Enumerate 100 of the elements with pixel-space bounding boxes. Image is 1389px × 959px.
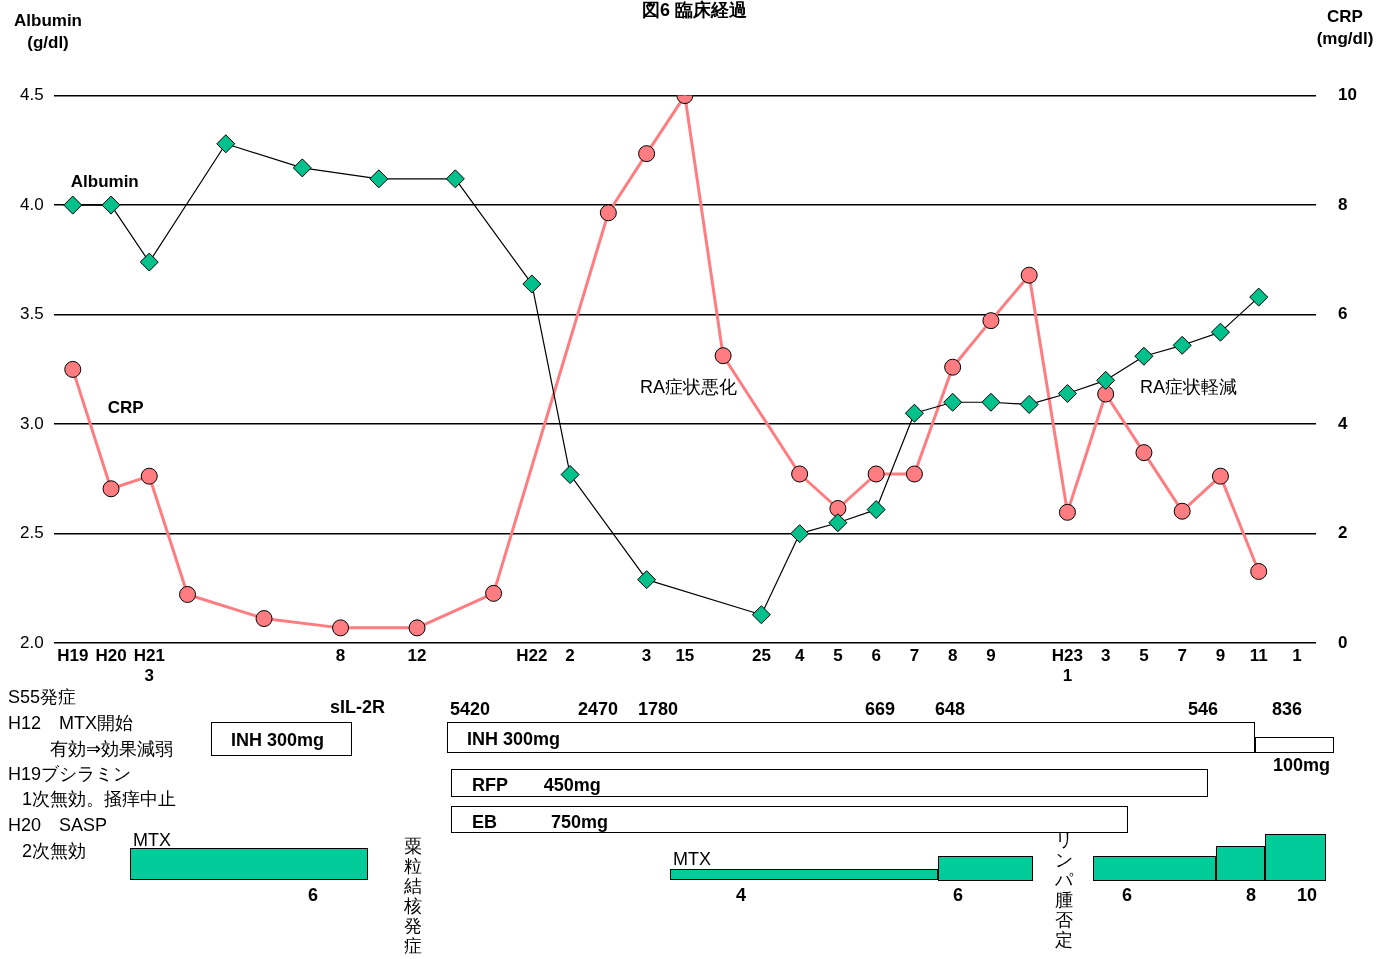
point bbox=[1250, 562, 1268, 580]
text: 6 bbox=[1122, 885, 1133, 906]
point bbox=[179, 585, 197, 603]
x-tick-label: 8 bbox=[947, 646, 958, 666]
point bbox=[369, 169, 389, 189]
x-tick-label: 1 bbox=[1292, 646, 1302, 666]
point bbox=[944, 358, 962, 376]
series-label: Albumin bbox=[70, 172, 139, 192]
point bbox=[485, 584, 503, 602]
series-label: CRP bbox=[107, 398, 144, 418]
annotation: RA症状悪化 bbox=[640, 377, 738, 398]
x-tick-label: 9 bbox=[1215, 646, 1226, 666]
point bbox=[638, 145, 656, 163]
x-tick-label: H22 bbox=[516, 646, 548, 666]
point bbox=[981, 392, 1001, 412]
x-tick-label: 9 bbox=[986, 646, 996, 666]
point bbox=[904, 403, 924, 423]
text: 4 bbox=[736, 885, 747, 906]
point bbox=[1096, 370, 1116, 390]
text: EB 750mg bbox=[472, 812, 609, 833]
point bbox=[139, 252, 159, 272]
text: 有効⇒効果減弱 bbox=[50, 739, 174, 760]
y-tick-label: 2.0 bbox=[19, 632, 44, 652]
point bbox=[982, 312, 1000, 330]
y2-tick-label: 8 bbox=[1338, 194, 1348, 214]
point bbox=[867, 465, 885, 483]
y-tick-label: 4.5 bbox=[19, 85, 44, 105]
point bbox=[599, 204, 617, 222]
text: 1780 bbox=[638, 699, 679, 720]
text: 2470 bbox=[578, 699, 619, 720]
point bbox=[790, 524, 810, 544]
text: H19ブシラミン bbox=[8, 764, 132, 785]
y2-tick-label: 10 bbox=[1338, 85, 1358, 105]
text: INH 300mg bbox=[467, 729, 561, 750]
point bbox=[1019, 394, 1039, 414]
x-tick-label: H21 3 bbox=[133, 646, 165, 686]
point bbox=[560, 465, 580, 485]
point bbox=[332, 619, 350, 637]
x-tick-label: 6 bbox=[871, 646, 881, 666]
text: 836 bbox=[1272, 699, 1303, 720]
x-tick-label: 4 bbox=[794, 646, 805, 666]
y2-tick-label: 2 bbox=[1338, 523, 1348, 543]
y-tick-label: 2.5 bbox=[19, 523, 44, 543]
point bbox=[522, 274, 542, 294]
point bbox=[1057, 383, 1077, 403]
text: 粟粒結核発症 bbox=[404, 836, 422, 956]
text: 10 bbox=[1297, 885, 1318, 906]
text: RFP 450mg bbox=[472, 775, 601, 796]
x-tick-label: 15 bbox=[675, 646, 695, 666]
point bbox=[1020, 266, 1038, 284]
y2-tick-label: 0 bbox=[1338, 632, 1348, 652]
text: 669 bbox=[865, 699, 896, 720]
text: MTX bbox=[673, 849, 711, 870]
text: 1次無効。掻痒中止 bbox=[22, 789, 177, 810]
point bbox=[1097, 385, 1115, 403]
chart-title: 図6 臨床経過 bbox=[641, 0, 748, 20]
point bbox=[64, 360, 82, 378]
x-tick-label: H19 bbox=[57, 646, 89, 666]
x-tick-label: 5 bbox=[1139, 646, 1149, 666]
x-tick-label: 7 bbox=[1177, 646, 1187, 666]
point bbox=[1058, 503, 1076, 521]
point bbox=[943, 392, 963, 412]
text: 648 bbox=[935, 699, 966, 720]
point bbox=[1134, 346, 1154, 366]
x-tick-label: 12 bbox=[407, 646, 427, 666]
point bbox=[1172, 335, 1192, 355]
point bbox=[101, 195, 121, 215]
y-axis-title: Albumin (g/dl) bbox=[14, 11, 82, 52]
text: 6 bbox=[953, 885, 964, 906]
text: MTX bbox=[133, 830, 171, 851]
text: 6 bbox=[308, 885, 319, 906]
x-tick-label: 3 bbox=[1100, 646, 1111, 666]
point bbox=[216, 134, 236, 154]
x-tick-label: H20 bbox=[95, 646, 127, 666]
x-tick-label: 25 bbox=[751, 646, 771, 666]
point bbox=[255, 610, 273, 628]
y2-tick-label: 4 bbox=[1338, 413, 1349, 433]
point bbox=[751, 605, 771, 625]
point bbox=[866, 500, 886, 520]
y2-axis-title: CRP (mg/dl) bbox=[1316, 7, 1374, 48]
x-tick-label: H23 1 bbox=[1051, 646, 1084, 686]
text: リンパ腫否定 bbox=[1055, 830, 1073, 950]
text: S55発症 bbox=[8, 687, 77, 708]
x-tick-label: 3 bbox=[641, 646, 652, 666]
text: 546 bbox=[1188, 699, 1219, 720]
text: 5420 bbox=[450, 699, 491, 720]
point bbox=[140, 467, 158, 485]
x-tick-label: 2 bbox=[565, 646, 575, 666]
point bbox=[1249, 287, 1269, 307]
point bbox=[408, 619, 426, 637]
point bbox=[1173, 502, 1191, 520]
y-tick-label: 3.5 bbox=[19, 304, 44, 324]
x-tick-label: 5 bbox=[833, 646, 843, 666]
text: 2次無効 bbox=[22, 841, 87, 862]
point bbox=[102, 480, 120, 498]
x-tick-label: 8 bbox=[335, 646, 346, 666]
x-tick-label: 7 bbox=[909, 646, 920, 666]
text: 8 bbox=[1246, 885, 1257, 906]
point bbox=[791, 465, 809, 483]
point bbox=[829, 499, 847, 517]
